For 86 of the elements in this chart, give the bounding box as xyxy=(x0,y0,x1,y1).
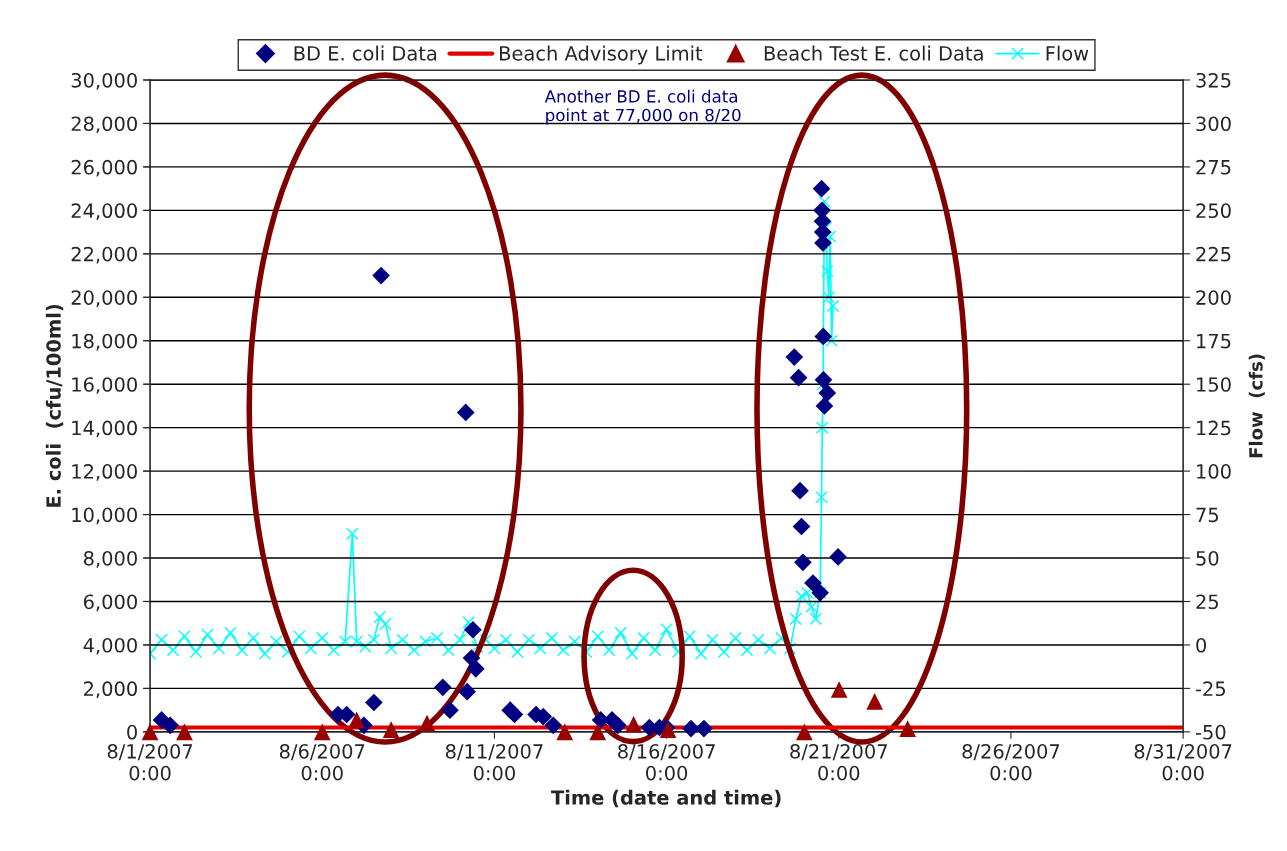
y-tick-label: 18,000 xyxy=(72,333,137,351)
point xyxy=(812,179,831,198)
point xyxy=(866,693,883,710)
y2-tick-label: 300 xyxy=(1196,116,1231,132)
y-tick-label: 30,000 xyxy=(71,72,137,90)
y-axis-title: E. coli (cfu/100ml) xyxy=(45,304,64,507)
legend-label: Beach Advisory Limit xyxy=(500,45,703,65)
point xyxy=(372,266,390,285)
x-axis-title: Time (date and time) xyxy=(551,789,781,808)
y-tick-label: 0 xyxy=(127,724,137,740)
point xyxy=(556,723,574,741)
y2-axis-title: Flow (cfs) xyxy=(1248,354,1265,458)
y2-tick-label: 0 xyxy=(1196,637,1207,653)
y-tick-label: 16,000 xyxy=(72,377,137,394)
point xyxy=(682,719,700,738)
y2-tick-label: -50 xyxy=(1195,724,1226,740)
point xyxy=(818,384,837,402)
y-tick-label: 20,000 xyxy=(71,290,137,307)
point xyxy=(814,371,833,389)
y2-tick-label: 200 xyxy=(1196,290,1231,305)
y-tick-label: 28,000 xyxy=(71,116,137,134)
point xyxy=(365,693,383,712)
point xyxy=(464,620,482,639)
point xyxy=(176,723,193,741)
x-tick-label: 8/1/2007 0:00 xyxy=(107,744,193,781)
point xyxy=(804,574,822,592)
point xyxy=(829,548,847,566)
point xyxy=(785,348,804,366)
y-tick-label: 4,000 xyxy=(83,637,137,655)
x-tick-label: 8/21/2007 0:00 xyxy=(790,744,887,781)
y-tick-label: 2,000 xyxy=(84,681,137,699)
point xyxy=(456,403,475,422)
point xyxy=(382,721,400,739)
point xyxy=(418,714,436,732)
y-tick-label: 6,000 xyxy=(83,594,137,612)
y2-tick-label: 50 xyxy=(1196,550,1219,566)
y2-tick-label: 150 xyxy=(1197,377,1231,392)
legend-label: Flow xyxy=(1046,45,1089,61)
point xyxy=(313,723,331,741)
x-tick-label: 8/11/2007 0:00 xyxy=(445,744,543,781)
y-tick-label: 8,000 xyxy=(83,550,137,568)
point xyxy=(815,397,834,415)
point xyxy=(141,723,159,741)
y2-tick-label: -25 xyxy=(1195,681,1226,697)
y2-tick-label: 225 xyxy=(1196,246,1231,262)
y2-tick-label: 275 xyxy=(1196,159,1231,175)
point xyxy=(796,723,813,741)
y2-tick-label: 175 xyxy=(1197,333,1231,349)
point xyxy=(695,719,713,738)
y2-tick-label: 250 xyxy=(1196,203,1231,219)
point xyxy=(348,711,366,729)
x-tick-label: 8/31/2007 0:00 xyxy=(1134,744,1232,781)
y2-tick-label: 100 xyxy=(1197,464,1231,479)
y2-tick-label: 325 xyxy=(1196,72,1231,88)
point xyxy=(792,517,811,536)
y2-tick-label: 125 xyxy=(1197,420,1231,436)
x-tick-label: 8/6/2007 0:00 xyxy=(279,744,365,781)
x-tick-label: 8/26/2007 0:00 xyxy=(962,744,1060,781)
point xyxy=(589,723,607,741)
legend-label: BD E. coli Data xyxy=(294,45,437,61)
x-tick-label: 8/16/2007 0:00 xyxy=(618,744,715,781)
point xyxy=(794,553,812,572)
annotation: Another BD E. coli data point at 77,000 on 8/20 xyxy=(544,89,741,125)
point xyxy=(789,368,808,387)
y2-tick-label: 25 xyxy=(1196,594,1218,610)
point xyxy=(466,660,485,678)
point xyxy=(814,327,833,346)
y2-tick-label: 75 xyxy=(1196,507,1218,523)
point xyxy=(608,716,627,735)
y-tick-label: 12,000 xyxy=(72,464,137,481)
point xyxy=(433,678,452,697)
point xyxy=(830,681,848,698)
y-tick-label: 26,000 xyxy=(71,159,137,177)
point xyxy=(791,481,809,500)
point xyxy=(544,716,563,735)
point xyxy=(441,701,459,719)
point xyxy=(458,682,476,701)
y-tick-label: 10,000 xyxy=(72,507,137,525)
legend-label: Beach Test E. coli Data xyxy=(764,45,983,61)
point xyxy=(625,715,642,733)
point xyxy=(899,720,916,737)
y-tick-label: 24,000 xyxy=(71,203,137,221)
y-tick-label: 14,000 xyxy=(72,420,137,438)
point xyxy=(505,705,524,724)
point xyxy=(161,716,179,735)
y-tick-label: 22,000 xyxy=(71,246,137,264)
